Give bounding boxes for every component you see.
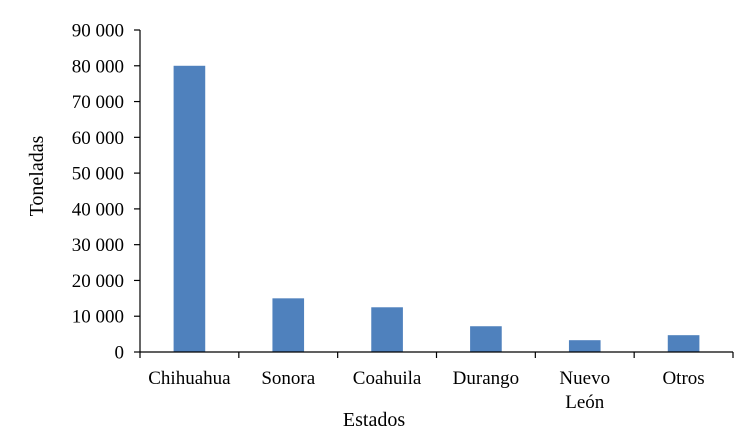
x-tick-label-line: Sonora: [261, 368, 315, 389]
y-tick-label-7: 70 000: [72, 92, 124, 113]
x-tick-label-line: Nuevo: [559, 368, 610, 389]
bar-3: [470, 326, 502, 352]
bar-4: [568, 340, 601, 352]
x-tick-label-0: Chihuahua: [148, 368, 231, 389]
x-tick-label-2: Coahuila: [353, 368, 422, 389]
bar-2: [371, 307, 403, 352]
y-tick-label-9: 90 000: [72, 21, 124, 42]
bars-group: [173, 65, 700, 352]
bar-5: [667, 335, 700, 352]
bar-1: [272, 298, 305, 352]
y-tick-label-1: 10 000: [72, 307, 124, 328]
x-tick-label-line: Otros: [662, 368, 704, 389]
x-tick-label-4: Nuevo León: [559, 368, 610, 413]
y-tick-label-3: 30 000: [72, 235, 124, 256]
x-axis: Chihuahua Sonora Coahuila Durango Nuevo León O…: [139, 351, 734, 413]
x-tick-label-3: Durango: [453, 368, 519, 389]
x-tick-label-line: Chihuahua: [148, 368, 231, 389]
y-tick-label-4: 40 000: [72, 199, 124, 220]
x-tick-label-1: Sonora: [261, 368, 315, 389]
y-tick-label-0: 0: [115, 343, 125, 364]
y-tick-label-6: 60 000: [72, 128, 124, 149]
y-axis-title: Toneladas: [26, 135, 48, 216]
x-axis-title: Estados: [343, 409, 405, 431]
y-axis: 0 10 000 20 000 30 000 40 000 50 000 60 000 70 …: [72, 21, 141, 364]
x-tick-label-line: Durango: [453, 368, 519, 389]
y-tick-label-8: 80 000: [72, 56, 124, 77]
y-tick-label-5: 50 000: [72, 164, 124, 185]
x-tick-label-line: Coahuila: [353, 368, 422, 389]
x-tick-label-line: León: [565, 392, 605, 413]
y-tick-label-2: 20 000: [72, 271, 124, 292]
x-tick-label-5: Otros: [662, 368, 704, 389]
bar-0: [173, 65, 206, 352]
